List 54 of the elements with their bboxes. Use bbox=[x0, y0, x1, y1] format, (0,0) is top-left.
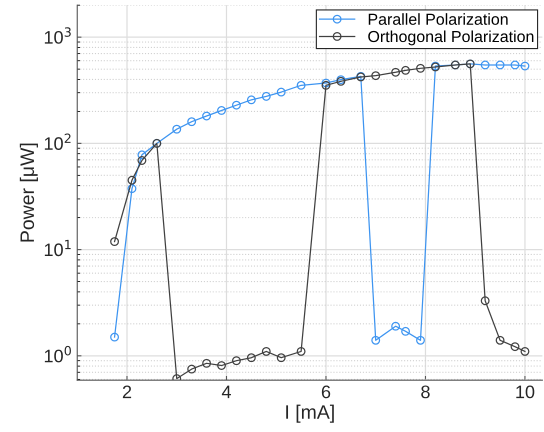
point bbox=[217, 106, 226, 115]
point bbox=[296, 346, 306, 356]
point bbox=[137, 150, 146, 160]
legend-label: Parallel Polarization bbox=[368, 13, 508, 25]
point bbox=[401, 326, 410, 336]
point bbox=[520, 346, 530, 356]
point bbox=[496, 336, 505, 345]
point bbox=[217, 361, 226, 370]
point bbox=[416, 336, 425, 345]
x-tick-label: 2 bbox=[122, 386, 132, 398]
point bbox=[276, 353, 286, 362]
point bbox=[246, 353, 256, 362]
point bbox=[371, 336, 380, 345]
point bbox=[137, 156, 146, 165]
point bbox=[246, 95, 256, 104]
point bbox=[391, 68, 400, 77]
point bbox=[480, 296, 490, 306]
point bbox=[110, 332, 119, 342]
x-tick-label: 6 bbox=[322, 386, 330, 398]
x-tick-label: 8 bbox=[421, 386, 430, 398]
point bbox=[128, 184, 136, 194]
point bbox=[401, 66, 410, 75]
point bbox=[202, 112, 212, 120]
point bbox=[128, 176, 136, 185]
x-tick-label: 10 bbox=[516, 386, 534, 398]
point bbox=[202, 358, 212, 368]
legend-label: Orthogonal Polarization bbox=[368, 30, 534, 46]
point bbox=[232, 100, 241, 110]
x-axis-title: I [mA] bbox=[286, 404, 334, 423]
point bbox=[510, 60, 520, 70]
point bbox=[391, 322, 400, 331]
point bbox=[510, 342, 520, 352]
point bbox=[416, 64, 425, 73]
point bbox=[276, 88, 286, 97]
y-tick-label: 10$^{0}$ bbox=[44, 346, 71, 362]
point bbox=[232, 356, 241, 366]
y-tick-label: 10$^{3}$ bbox=[44, 27, 71, 44]
x-tick-label: 4 bbox=[222, 386, 231, 398]
point bbox=[520, 62, 530, 70]
point bbox=[187, 117, 196, 126]
point bbox=[371, 71, 380, 80]
point bbox=[262, 92, 271, 101]
point bbox=[322, 80, 330, 90]
y-tick-label: 10$^{2}$ bbox=[44, 133, 71, 150]
point bbox=[480, 60, 490, 70]
y-tick-label: 10$^{1}$ bbox=[44, 240, 71, 256]
point bbox=[110, 237, 119, 246]
y-axis-title: Power [μW] bbox=[20, 144, 38, 242]
point bbox=[172, 124, 182, 134]
point bbox=[262, 346, 271, 356]
point bbox=[496, 60, 505, 70]
point bbox=[187, 364, 196, 374]
point bbox=[296, 80, 306, 90]
point bbox=[322, 78, 330, 88]
